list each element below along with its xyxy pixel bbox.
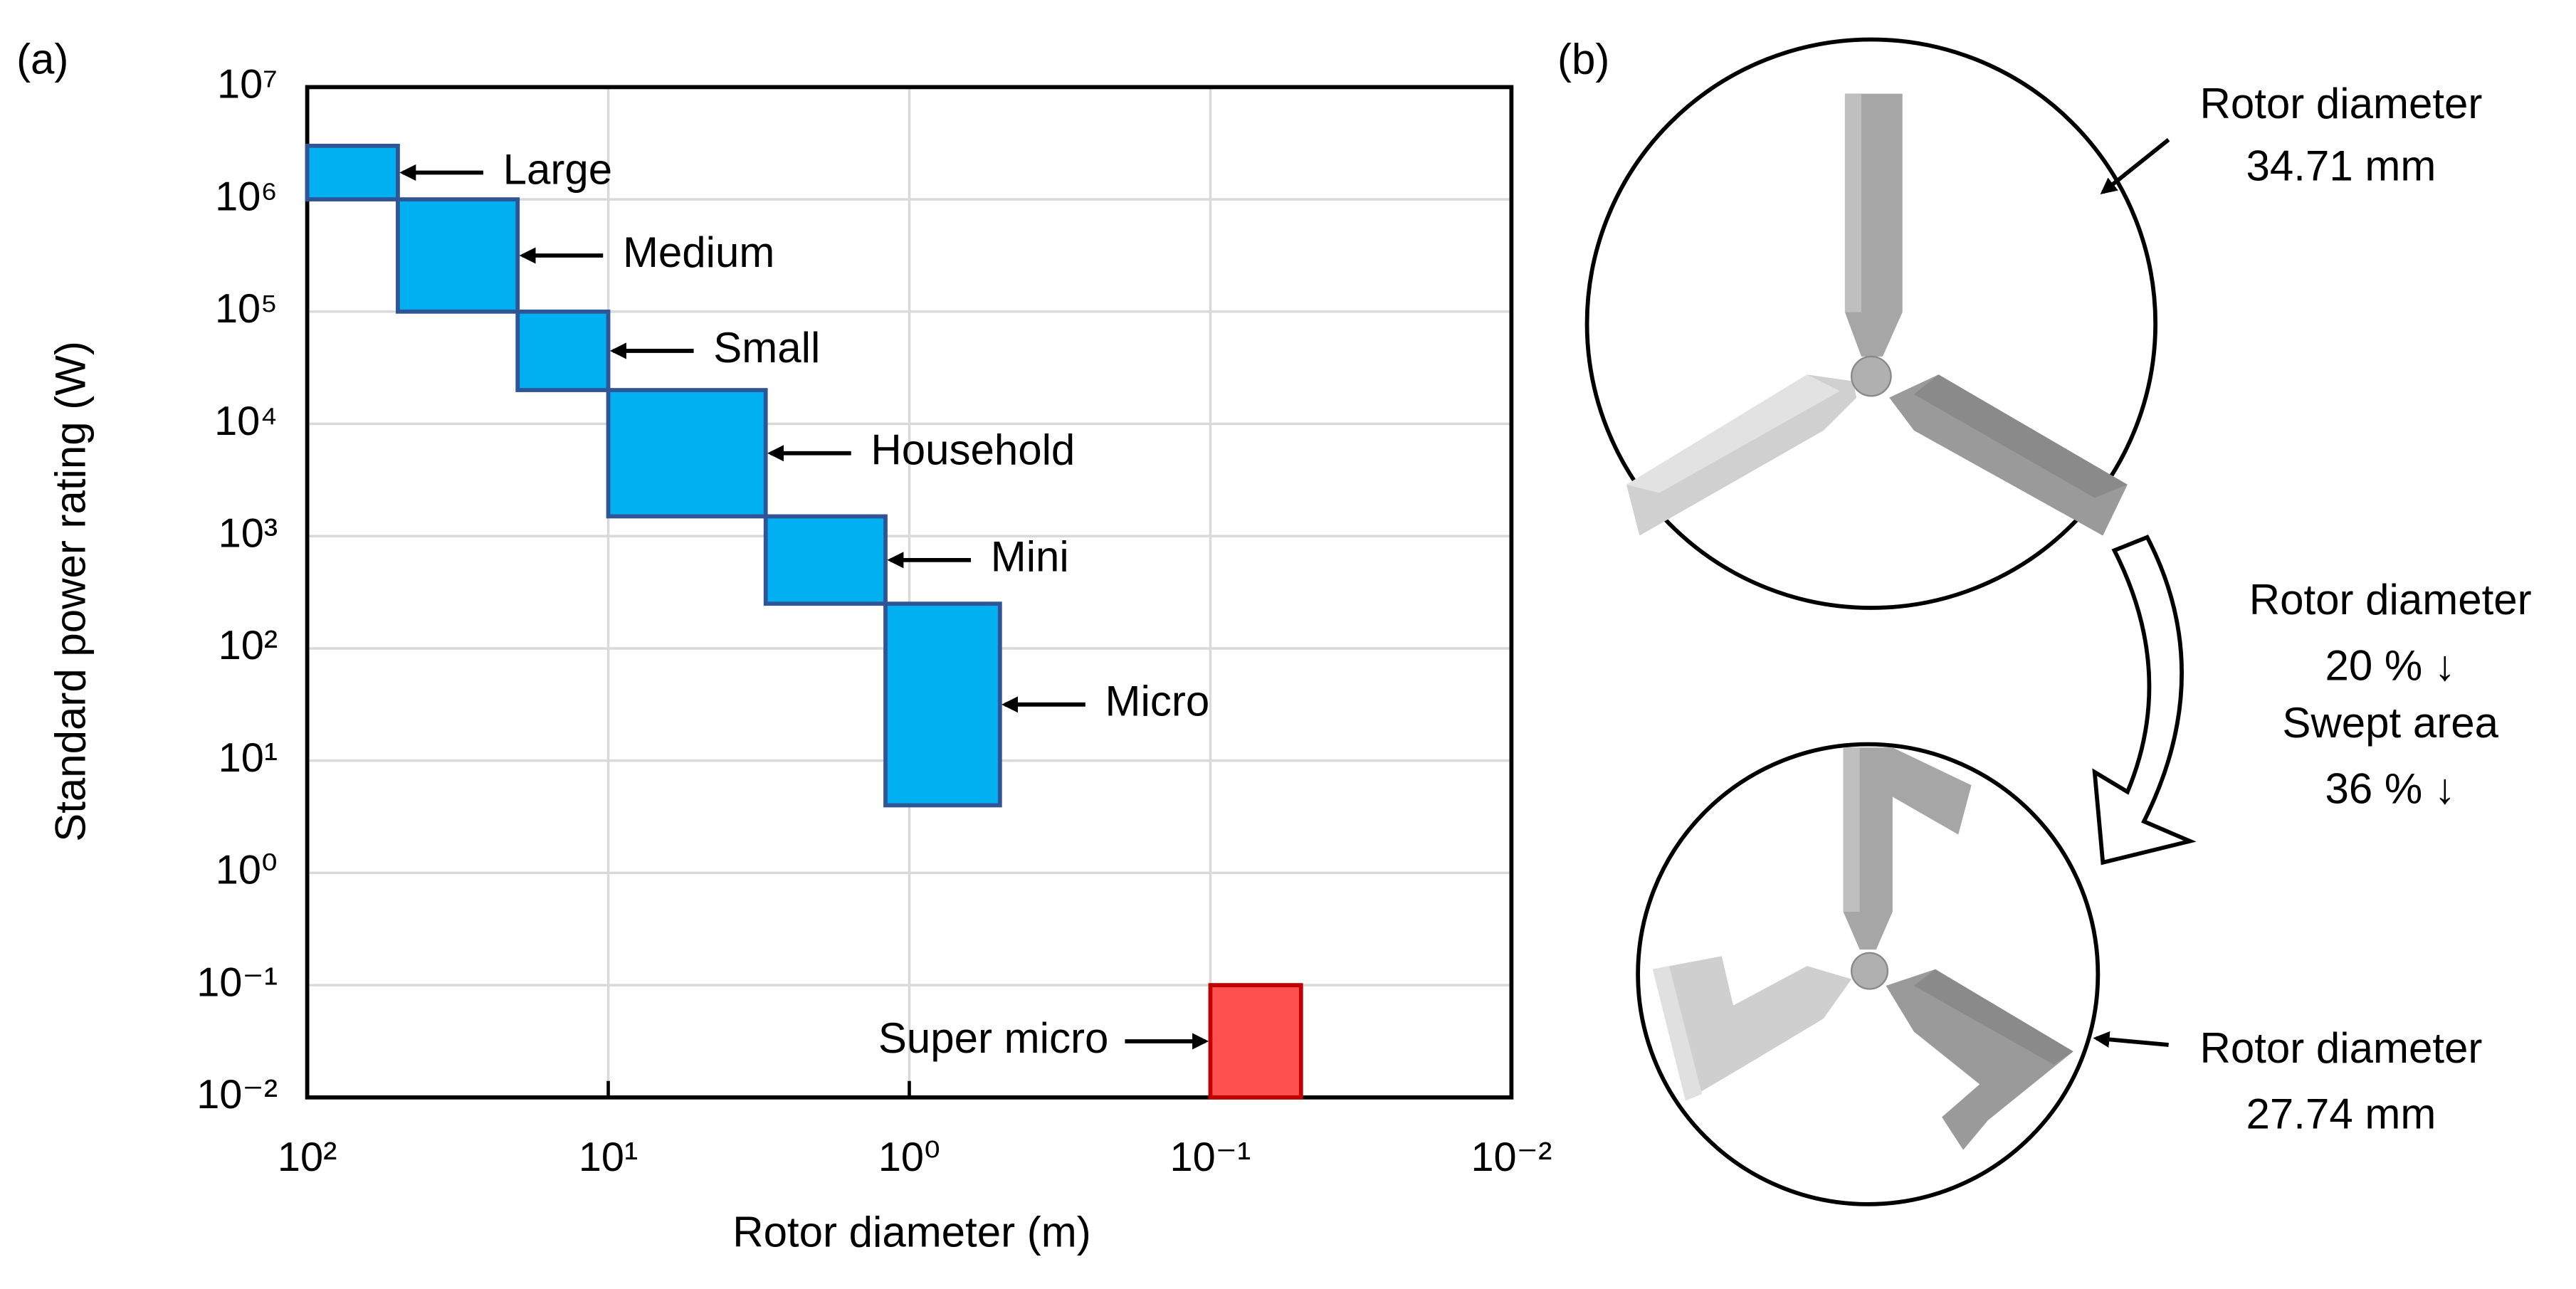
range-box xyxy=(515,309,611,392)
x-tick-label: 10² xyxy=(278,1135,337,1180)
range-box xyxy=(396,197,520,314)
y-tick-label: 10⁵ xyxy=(215,286,278,332)
range-box xyxy=(606,388,768,519)
x-tick-label: 10⁻² xyxy=(1471,1135,1552,1180)
box-label: Household xyxy=(871,426,1075,474)
panel-b: (b) Rotor diameter 34.71 mm Rotor diamet… xyxy=(1557,36,2532,1206)
annotation: 20 % ↓ xyxy=(2325,641,2455,689)
box-label: Medium xyxy=(623,228,774,276)
y-tick-label: 10² xyxy=(219,623,278,668)
rotor-large xyxy=(1626,93,2128,536)
annotation: Rotor diameter xyxy=(2200,1024,2483,1072)
y-tick-label: 10⁰ xyxy=(216,848,278,893)
annotation: Rotor diameter xyxy=(2249,576,2532,624)
range-box xyxy=(763,514,888,606)
box-label: Small xyxy=(713,324,820,372)
annotation: Swept area xyxy=(2282,699,2498,747)
range-box xyxy=(305,143,400,201)
box-label: Super micro xyxy=(878,1014,1108,1062)
annotation: 27.74 mm xyxy=(2246,1090,2436,1137)
panel-label: (a) xyxy=(16,36,68,83)
annotation: Rotor diameter xyxy=(2200,80,2483,127)
annotation: 36 % ↓ xyxy=(2325,764,2455,812)
y-tick-label: 10¹ xyxy=(219,735,278,781)
x-tick-label: 10⁰ xyxy=(878,1135,940,1180)
x-tick-label: 10¹ xyxy=(579,1135,638,1180)
reduction-arrow xyxy=(2092,535,2197,866)
annotation: 34.71 mm xyxy=(2246,142,2436,190)
plot: 10² 10¹ 10⁰ 10⁻¹ 10⁻² 10⁻² 10⁻¹ 10⁰ 10¹ 10² 10³ 10⁴… xyxy=(196,62,1552,1180)
box-label: Mini xyxy=(991,533,1069,581)
box-label: Large xyxy=(503,145,612,193)
annotation-arrow xyxy=(2093,1031,2169,1048)
y-tick-label: 10⁶ xyxy=(215,174,278,219)
plot-frame xyxy=(305,85,1514,1100)
range-box xyxy=(1208,983,1303,1100)
y-tick-label: 10⁴ xyxy=(214,399,278,444)
rotor-small xyxy=(1652,747,2073,1150)
y-axis-title: Standard power rating (W) xyxy=(47,341,95,842)
panel-label: (b) xyxy=(1557,36,1609,83)
x-tick-label: 10⁻¹ xyxy=(1170,1135,1251,1180)
y-tick-label: 10⁷ xyxy=(217,62,278,107)
y-tick-label: 10³ xyxy=(219,510,278,556)
x-axis-title: Rotor diameter (m) xyxy=(732,1209,1090,1256)
y-tick-label: 10⁻² xyxy=(196,1072,278,1117)
range-box xyxy=(883,601,1002,808)
box-label: Micro xyxy=(1105,678,1210,725)
annotation-arrow xyxy=(2100,137,2170,194)
y-tick-label: 10⁻¹ xyxy=(196,959,278,1005)
